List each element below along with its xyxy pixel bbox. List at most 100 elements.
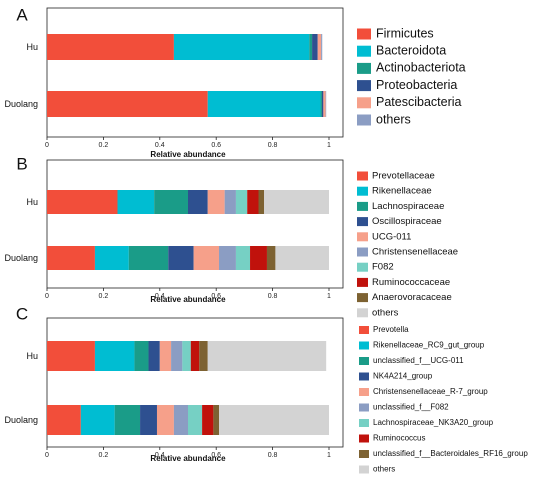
bar-segment [258,190,265,214]
legend-swatch [357,217,368,227]
legend-swatch [359,450,369,458]
x-tick-label: 0 [45,452,49,459]
bar-segment [213,405,220,435]
bar-segment [199,341,208,371]
x-tick-label: 0 [45,142,49,149]
bar-segment [140,405,157,435]
legend-label: Firmicutes [376,26,434,40]
bar-segment [193,246,220,270]
bar-segment [47,405,81,435]
bar-segment [202,405,214,435]
bar-segment [47,34,174,60]
bar-segment [114,405,141,435]
legend-label: Proteobacteria [376,78,457,92]
bar-segment [224,190,236,214]
legend-label: Patescibacteria [376,95,462,109]
bar-segment [264,190,329,214]
x-tick-label: 1 [327,452,331,459]
legend-label: Anaerovoracaceae [372,292,452,303]
bar-segment [47,91,208,117]
legend-label: Lachnospiraceae [372,201,444,212]
plot-frame [46,317,344,448]
legend-swatch [357,114,371,126]
x-axis-label: Relative abundance [150,150,226,159]
bar-segment [159,341,172,371]
x-axis-label: Relative abundance [150,454,226,463]
legend-label: Rikenellaceae [372,186,432,197]
legend-swatch [359,372,369,381]
legend-label: unclassified_f__F082 [373,403,449,412]
bar-segment [47,246,95,270]
category-label: Hu [26,351,38,361]
legend-swatch [357,247,368,257]
x-tick-label: 0.8 [268,293,278,300]
legend-label: Prevotella [373,325,409,334]
legend-swatch [357,293,368,303]
legend-label: unclassified_f__Bacteroidales_RF16_group [373,449,528,458]
x-tick-label: 0.2 [99,293,109,300]
bar-segment [309,34,313,60]
legend-label: Bacteroidota [376,43,446,57]
bar-segment [247,190,259,214]
legend-swatch [357,186,368,196]
panel-label: B [16,154,27,173]
category-label: Duolang [4,415,38,425]
bar-segment [128,246,169,270]
category-label: Hu [26,197,38,207]
bar-segment [154,190,188,214]
bar-segment [47,341,95,371]
bar-segment [117,190,155,214]
legend-label: F082 [372,262,394,273]
legend-label: Lachnospiraceae_NK3A20_group [373,418,494,427]
bar-segment [320,91,322,117]
bar-segment [47,190,118,214]
bar-segment [156,405,174,435]
category-label: Hu [26,42,38,52]
legend-label: Christensenellaceae [372,247,458,258]
bar-segment [219,246,236,270]
bar-segment [207,190,225,214]
legend-swatch [359,434,369,443]
bar-segment [312,34,318,60]
x-tick-label: 0.6 [211,142,221,149]
category-label: Duolang [4,253,38,263]
plot-frame [46,159,344,289]
bar-segment [235,190,248,214]
legend-label: UCG-011 [372,231,411,242]
bar-segment [173,405,188,435]
bar-segment [317,34,322,60]
legend-swatch [357,308,368,318]
panel-label: C [16,304,28,323]
bar-segment [207,341,327,371]
legend-label: others [373,465,395,474]
x-tick-label: 0.4 [155,293,165,300]
x-tick-label: 1 [327,293,331,300]
legend-label: unclassified_f__UCG-011 [373,356,464,365]
bar-segment [321,91,324,117]
plot-frame [46,7,344,138]
legend-swatch [357,171,368,181]
legend-label: NK4A214_group [373,372,433,381]
x-tick-label: 0.2 [99,452,109,459]
legend-swatch [357,45,371,57]
bar-segment [148,341,160,371]
panel-label: A [16,5,28,24]
bar-segment [207,91,321,117]
legend-label: Oscillospiraceae [372,216,442,227]
bar-segment [94,246,129,270]
bar-segment [182,341,191,371]
bar-segment [171,341,183,371]
legend-label: others [376,112,411,126]
x-tick-label: 0.4 [155,452,165,459]
bar-segment [134,341,149,371]
legend-swatch [357,80,371,92]
bar-segment [323,91,326,117]
legend-swatch [357,232,368,242]
legend-label: others [372,307,399,318]
x-tick-label: 0.8 [268,452,278,459]
legend-swatch [357,277,368,287]
bar-segment [173,34,310,60]
bar-segment [190,341,200,371]
bar-segment [188,405,203,435]
